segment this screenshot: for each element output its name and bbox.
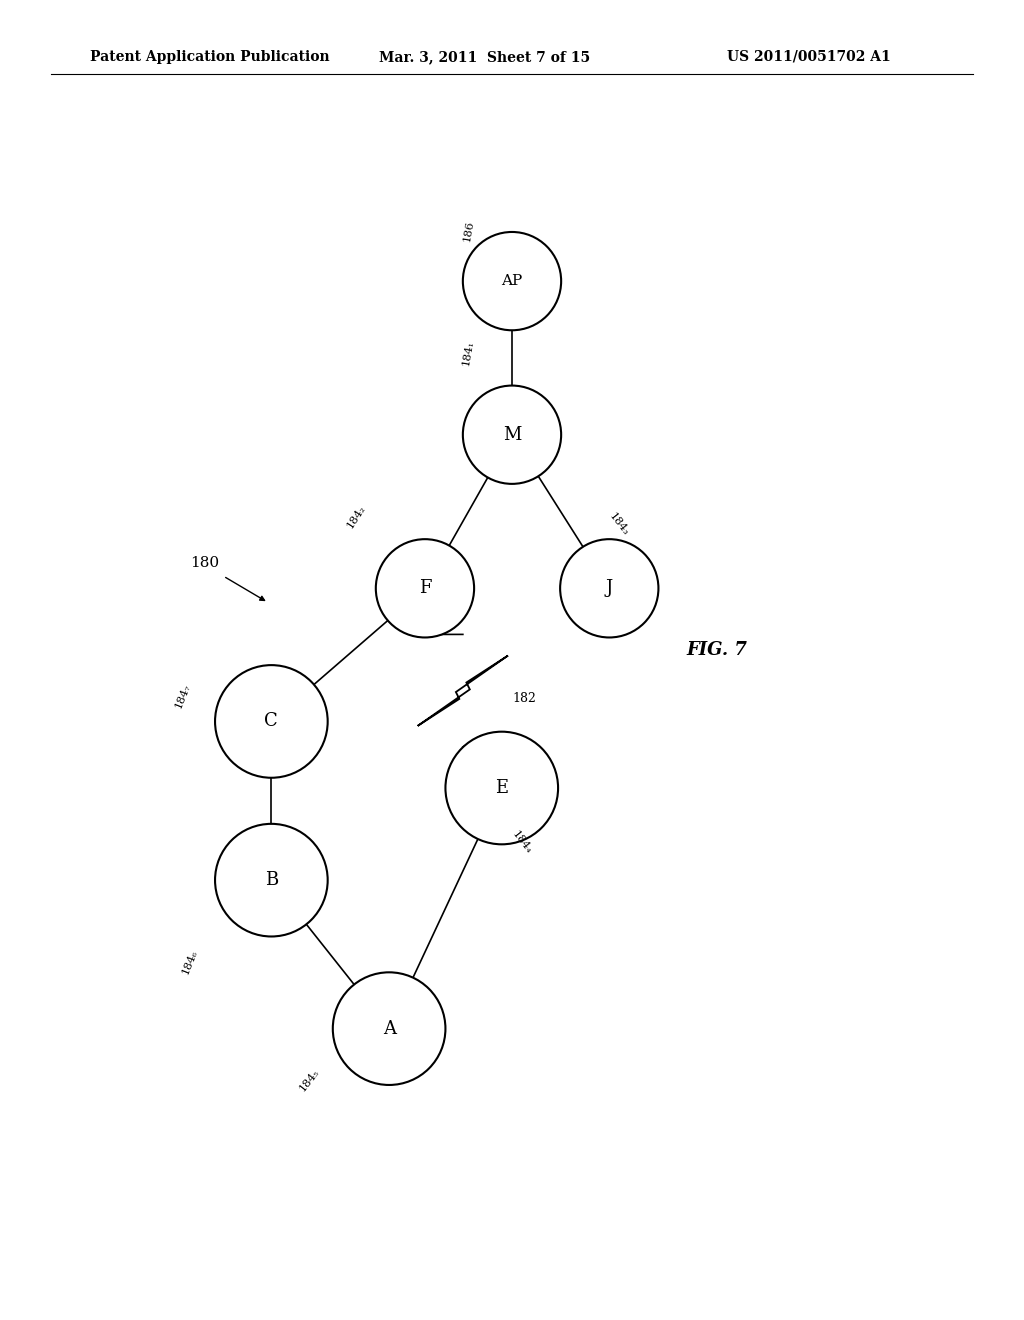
Text: F: F <box>419 579 431 598</box>
Text: Mar. 3, 2011  Sheet 7 of 15: Mar. 3, 2011 Sheet 7 of 15 <box>379 50 590 63</box>
Circle shape <box>445 731 558 845</box>
Text: 184₅: 184₅ <box>297 1067 322 1093</box>
Text: A: A <box>383 1019 395 1038</box>
Circle shape <box>333 973 445 1085</box>
Text: 186: 186 <box>462 219 476 243</box>
Text: 184₃: 184₃ <box>606 512 631 539</box>
Text: J: J <box>605 579 613 598</box>
Text: C: C <box>264 713 279 730</box>
Text: US 2011/0051702 A1: US 2011/0051702 A1 <box>727 50 891 63</box>
Text: 184₆: 184₆ <box>180 948 199 975</box>
Text: 184₇: 184₇ <box>173 682 191 710</box>
Circle shape <box>463 232 561 330</box>
Text: Patent Application Publication: Patent Application Publication <box>90 50 330 63</box>
Text: B: B <box>265 871 278 890</box>
Text: 184₁: 184₁ <box>461 339 475 367</box>
Text: 182: 182 <box>512 693 536 705</box>
Text: 184₂: 184₂ <box>345 503 368 531</box>
Text: E: E <box>496 779 508 797</box>
Text: 184₄: 184₄ <box>510 829 535 855</box>
Text: FIG. 7: FIG. 7 <box>686 640 746 659</box>
Text: M: M <box>503 426 521 444</box>
Text: AP: AP <box>502 275 522 288</box>
Circle shape <box>215 665 328 777</box>
Circle shape <box>560 539 658 638</box>
Polygon shape <box>418 656 508 726</box>
Circle shape <box>463 385 561 484</box>
Circle shape <box>376 539 474 638</box>
Text: 180: 180 <box>190 556 219 570</box>
Circle shape <box>215 824 328 936</box>
